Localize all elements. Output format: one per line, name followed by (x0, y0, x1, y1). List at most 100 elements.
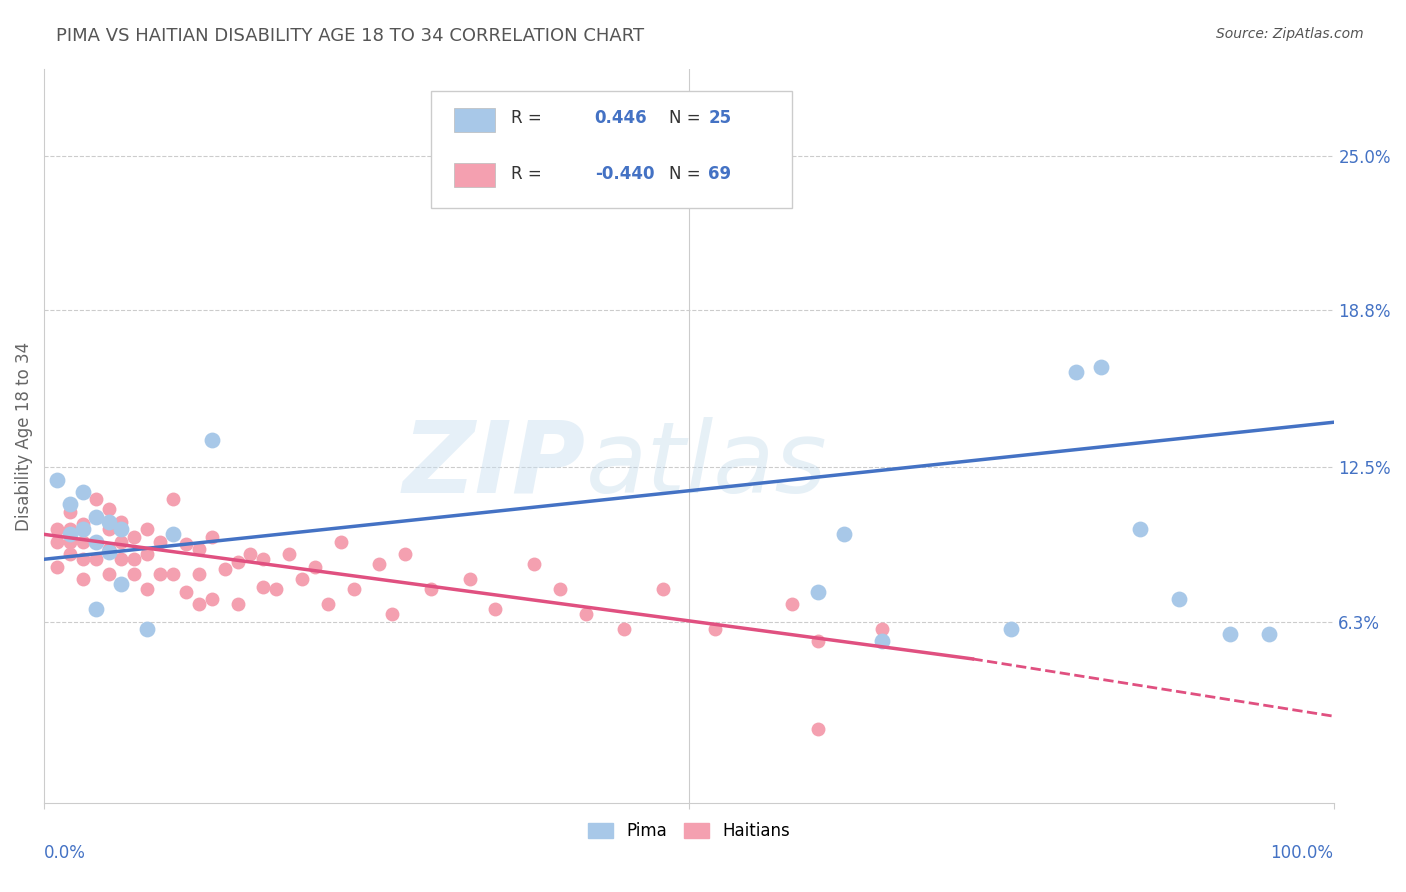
Point (870, 634, 893, 648)
Point (46, 522, 69, 536)
Text: R =: R = (510, 165, 553, 183)
Point (59, 498, 82, 512)
Point (97, 515, 120, 529)
Point (46, 559, 69, 574)
Point (59, 505, 82, 519)
Point (1219, 627, 1241, 641)
Text: 25: 25 (709, 110, 731, 128)
Point (201, 530, 224, 544)
Point (807, 722, 830, 736)
Point (484, 602, 506, 616)
Point (110, 552, 132, 566)
Text: ZIP: ZIP (402, 417, 586, 514)
Point (780, 597, 803, 611)
Text: N =: N = (669, 165, 706, 183)
Text: 69: 69 (709, 165, 731, 183)
Point (162, 527, 184, 541)
Point (239, 547, 262, 561)
Text: 100.0%: 100.0% (1271, 844, 1333, 862)
Point (72, 485, 94, 500)
Text: PIMA VS HAITIAN DISABILITY AGE 18 TO 34 CORRELATION CHART: PIMA VS HAITIAN DISABILITY AGE 18 TO 34 … (56, 27, 644, 45)
Point (136, 547, 159, 561)
Point (84, 534, 107, 549)
Point (97, 502, 120, 516)
Point (136, 582, 159, 596)
Point (394, 547, 416, 561)
Point (174, 584, 197, 599)
Point (523, 558, 546, 572)
Point (97, 567, 120, 582)
Point (342, 582, 364, 596)
Point (110, 522, 132, 536)
Point (162, 492, 184, 507)
Point (149, 534, 172, 549)
Bar (454, 163, 495, 186)
Point (1129, 522, 1152, 536)
Point (72, 517, 94, 532)
Point (1000, 622, 1022, 636)
Point (124, 552, 146, 566)
Text: N =: N = (669, 110, 706, 128)
Text: 0.446: 0.446 (595, 110, 647, 128)
Point (214, 562, 236, 576)
Point (187, 597, 209, 611)
Point (278, 547, 301, 561)
Y-axis label: Disability Age 18 to 34: Disability Age 18 to 34 (15, 342, 32, 531)
Point (252, 552, 274, 566)
Point (110, 515, 132, 529)
Point (124, 530, 146, 544)
Point (72, 572, 94, 586)
Text: -0.440: -0.440 (595, 165, 654, 183)
Point (59, 522, 82, 536)
Point (807, 634, 830, 648)
Text: Source: ZipAtlas.com: Source: ZipAtlas.com (1216, 27, 1364, 41)
Point (149, 567, 172, 582)
Point (72, 522, 94, 536)
Point (59, 547, 82, 561)
Point (1090, 360, 1112, 375)
Point (72, 534, 94, 549)
Point (46, 473, 69, 487)
Point (832, 527, 855, 541)
Point (124, 567, 146, 582)
Point (110, 577, 132, 591)
Point (226, 597, 249, 611)
Point (548, 582, 571, 596)
Point (136, 622, 159, 636)
Point (381, 607, 404, 621)
Text: atlas: atlas (586, 417, 827, 514)
Point (97, 542, 120, 557)
Point (419, 582, 441, 596)
Point (110, 534, 132, 549)
Point (97, 545, 120, 559)
Point (226, 555, 249, 569)
Point (1064, 366, 1087, 380)
Text: 0.0%: 0.0% (44, 844, 86, 862)
Point (187, 567, 209, 582)
Point (136, 522, 159, 536)
Point (1258, 627, 1281, 641)
Point (264, 582, 287, 596)
Point (59, 527, 82, 541)
Point (84, 509, 107, 524)
Point (368, 558, 391, 572)
Point (575, 607, 598, 621)
Point (84, 552, 107, 566)
Legend: Pima, Haitians: Pima, Haitians (581, 815, 796, 847)
Point (291, 572, 314, 586)
Point (84, 492, 107, 507)
Point (59, 534, 82, 549)
Point (1167, 592, 1189, 607)
Point (84, 602, 107, 616)
Point (187, 542, 209, 557)
Point (174, 537, 197, 551)
Point (201, 433, 224, 447)
Point (84, 534, 107, 549)
Point (807, 584, 830, 599)
Point (613, 622, 636, 636)
Point (870, 622, 893, 636)
Point (84, 509, 107, 524)
Bar (454, 108, 495, 132)
FancyBboxPatch shape (430, 91, 792, 208)
Point (46, 534, 69, 549)
